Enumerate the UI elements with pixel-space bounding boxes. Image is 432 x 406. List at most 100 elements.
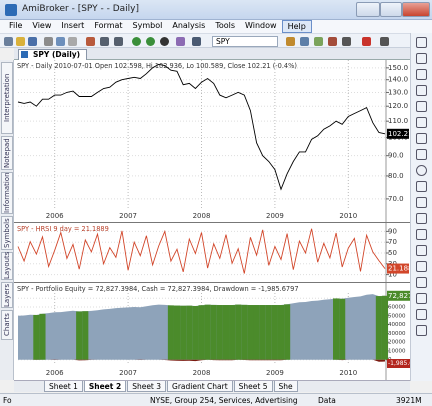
menu-item[interactable]: Symbol bbox=[132, 21, 163, 30]
tool-icon[interactable] bbox=[286, 37, 295, 46]
tool-button[interactable] bbox=[416, 53, 427, 64]
tool-button[interactable] bbox=[416, 37, 427, 48]
tool-icon[interactable] bbox=[380, 37, 389, 46]
tool-button[interactable] bbox=[416, 149, 427, 160]
tool-icon[interactable] bbox=[192, 37, 201, 46]
tool-button[interactable] bbox=[416, 277, 427, 288]
cash-bar bbox=[222, 305, 230, 360]
tool-icon[interactable] bbox=[114, 37, 123, 46]
tool-icon[interactable] bbox=[132, 37, 141, 46]
sheet-tab[interactable]: Sheet 3 bbox=[127, 381, 167, 392]
tool-button[interactable] bbox=[416, 85, 427, 96]
toolbar: SPY bbox=[0, 33, 432, 48]
menu-item[interactable]: Insert bbox=[61, 21, 85, 30]
cash-bar bbox=[204, 304, 211, 360]
tool-icon[interactable] bbox=[44, 37, 53, 46]
side-tab[interactable]: Charts bbox=[1, 310, 13, 340]
sheet-tab[interactable]: Sheet 5 bbox=[233, 381, 273, 392]
maximize-button[interactable] bbox=[380, 2, 402, 17]
cash-bar bbox=[235, 304, 242, 360]
cash-bar bbox=[277, 305, 285, 360]
menu-item[interactable]: View bbox=[32, 21, 52, 30]
tool-icon[interactable] bbox=[146, 37, 155, 46]
side-tabs: Interpretation Notepad Information Symbols L… bbox=[0, 60, 14, 380]
cash-bar bbox=[284, 304, 291, 360]
tool-button[interactable] bbox=[416, 213, 427, 224]
y-tick-label: 60000 bbox=[388, 305, 406, 311]
side-tab[interactable]: Notepad bbox=[1, 136, 13, 170]
y-tick-label: 120.0 bbox=[388, 102, 408, 110]
sheet-tab[interactable]: Sheet 1 bbox=[44, 381, 83, 392]
side-tab[interactable]: Interpretation bbox=[1, 62, 13, 134]
tool-icon[interactable] bbox=[300, 37, 309, 46]
sheet-tab[interactable]: Gradient Chart bbox=[167, 381, 233, 392]
drawing-toolbar bbox=[410, 33, 432, 381]
side-tab[interactable]: Layers bbox=[1, 282, 13, 308]
tool-icon[interactable] bbox=[4, 37, 13, 46]
x-tick-label: 2010 bbox=[339, 212, 357, 220]
document-tab[interactable]: SPY (Daily) bbox=[18, 49, 88, 60]
cash-bar bbox=[180, 305, 187, 360]
tool-icon[interactable] bbox=[68, 37, 77, 46]
tool-button[interactable] bbox=[416, 197, 427, 208]
last-value-box bbox=[387, 128, 409, 139]
cash-bar bbox=[198, 305, 205, 360]
side-tab[interactable]: Symbols bbox=[1, 216, 13, 250]
menu-item[interactable]: Window bbox=[245, 21, 277, 30]
tool-button[interactable] bbox=[416, 325, 427, 336]
minimize-button[interactable] bbox=[356, 2, 380, 17]
tool-button[interactable] bbox=[416, 69, 427, 80]
tool-icon[interactable] bbox=[328, 37, 337, 46]
last-value-box bbox=[387, 290, 410, 301]
cash-bar bbox=[381, 295, 389, 360]
close-button[interactable] bbox=[402, 2, 430, 17]
tool-button[interactable] bbox=[416, 309, 427, 320]
y-tick-label: 70 bbox=[388, 238, 397, 246]
cash-bar bbox=[265, 305, 272, 360]
tool-button[interactable] bbox=[416, 165, 427, 176]
tool-button[interactable] bbox=[416, 101, 427, 112]
menu-item[interactable]: Help bbox=[281, 20, 312, 33]
tool-icon[interactable] bbox=[16, 37, 25, 46]
sheet-tab[interactable]: She bbox=[273, 381, 298, 392]
side-tab[interactable]: Information bbox=[1, 172, 13, 214]
tool-icon[interactable] bbox=[100, 37, 109, 46]
x-tick-label: 2008 bbox=[193, 369, 211, 377]
menu-item[interactable]: Tools bbox=[215, 21, 236, 30]
menu-item[interactable]: Format bbox=[94, 21, 123, 30]
tool-icon[interactable] bbox=[314, 37, 323, 46]
tool-button[interactable] bbox=[416, 245, 427, 256]
tool-icon[interactable] bbox=[160, 37, 169, 46]
tool-icon[interactable] bbox=[86, 37, 95, 46]
tool-button[interactable] bbox=[416, 261, 427, 272]
cash-bar bbox=[76, 311, 83, 360]
tool-icon[interactable] bbox=[362, 37, 371, 46]
cash-bar bbox=[173, 305, 181, 360]
drawdown-area bbox=[18, 359, 385, 362]
y-tick-label: 30000 bbox=[388, 331, 406, 337]
status-field: Data bbox=[318, 396, 336, 405]
menu-item[interactable]: Analysis bbox=[172, 21, 206, 30]
sheet-tab[interactable]: Sheet 2 bbox=[83, 381, 127, 392]
tool-button[interactable] bbox=[416, 133, 427, 144]
symbol-combo[interactable]: SPY bbox=[212, 36, 278, 47]
tool-icon[interactable] bbox=[56, 37, 65, 46]
tool-button[interactable] bbox=[416, 229, 427, 240]
tool-icon[interactable] bbox=[342, 37, 351, 46]
cash-bar bbox=[186, 305, 193, 360]
tool-button[interactable] bbox=[416, 181, 427, 192]
cash-bar bbox=[216, 305, 223, 360]
menu-item[interactable]: File bbox=[9, 21, 23, 30]
tool-icon[interactable] bbox=[176, 37, 185, 46]
side-tab[interactable]: Layouts bbox=[1, 251, 13, 280]
tool-button[interactable] bbox=[416, 293, 427, 304]
app-icon bbox=[5, 4, 17, 16]
pane-title: SPY - HRSI 9 day = 21.1889 bbox=[17, 225, 109, 233]
cash-bar bbox=[339, 298, 346, 360]
pane-title: SPY - Daily 2010-07-01 Open 102.598, Hi … bbox=[17, 62, 297, 70]
last-value-label: 102.21 bbox=[388, 130, 410, 138]
tool-button[interactable] bbox=[416, 117, 427, 128]
cash-bar bbox=[33, 314, 40, 360]
cash-bar bbox=[259, 305, 266, 360]
tool-icon[interactable] bbox=[28, 37, 37, 46]
